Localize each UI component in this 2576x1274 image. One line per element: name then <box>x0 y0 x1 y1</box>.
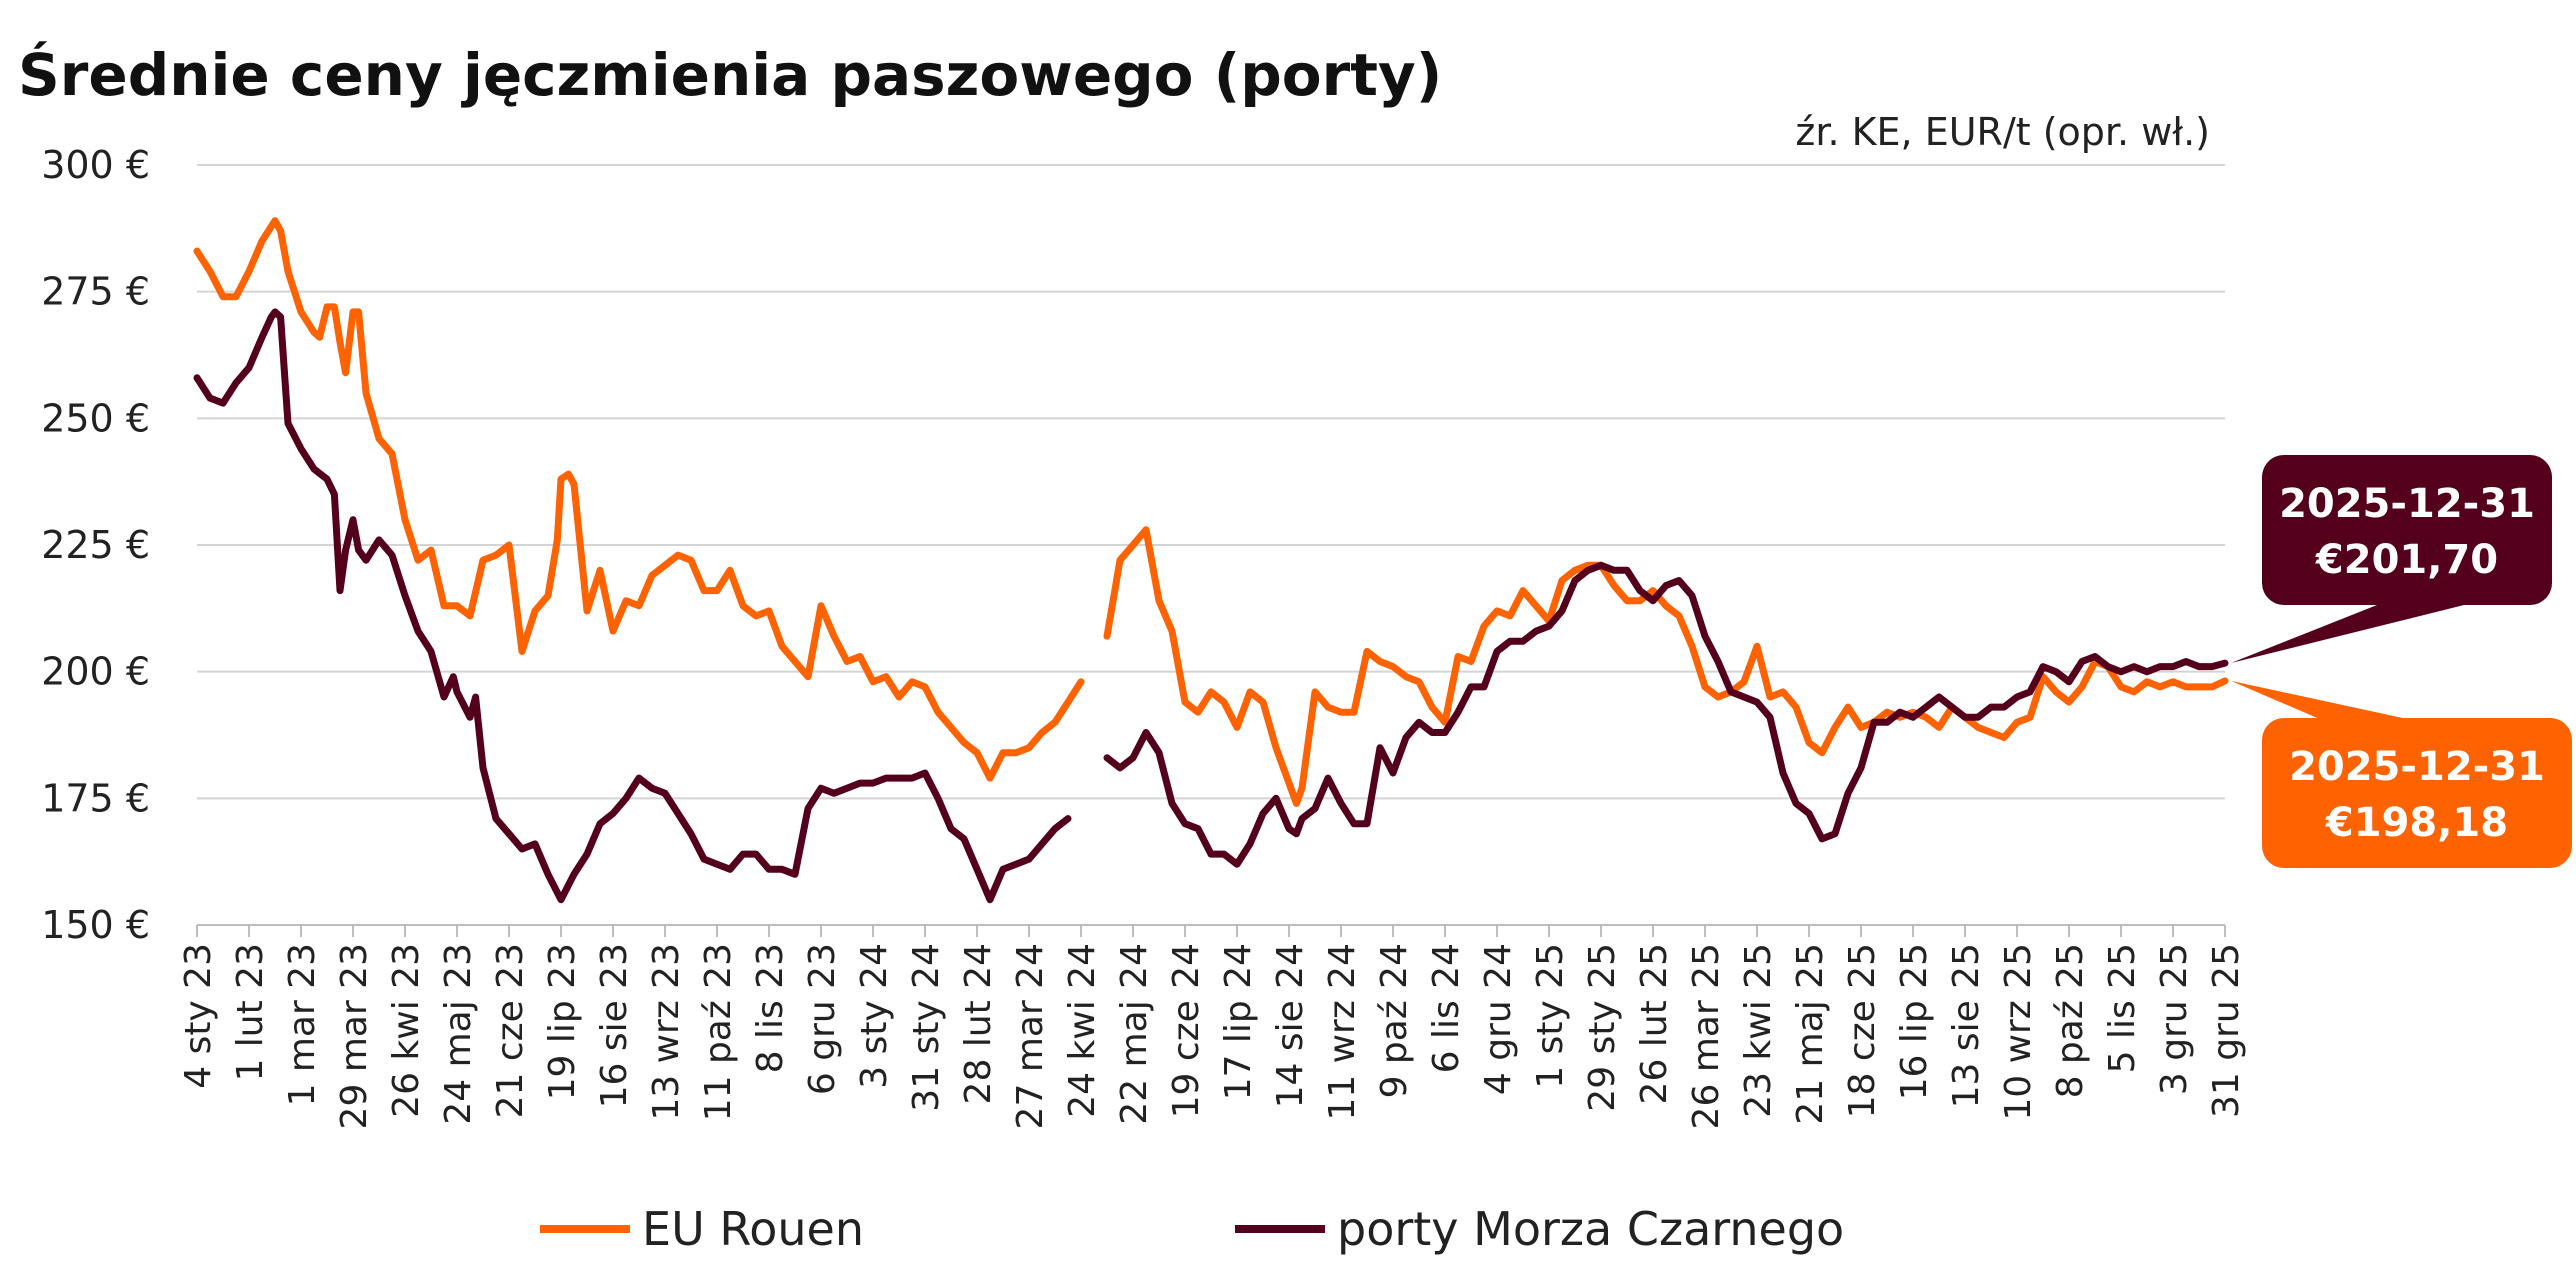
x-tick-label: 18 cze 25 <box>1842 943 1883 1118</box>
x-tick-label: 10 wrz 25 <box>1998 943 2039 1121</box>
callout-eu-rouen: 2025-12-31 €198,18 <box>2231 680 2572 868</box>
series-line-black-sea-ports <box>1103 561 2229 868</box>
callout-date: 2025-12-31 <box>2279 481 2535 527</box>
x-tick-label: 24 maj 23 <box>438 943 479 1125</box>
x-tick-label: 26 lut 25 <box>1634 943 1675 1104</box>
x-tick-label: 17 lip 24 <box>1218 943 1259 1100</box>
x-tick-label: 31 gru 25 <box>2206 943 2247 1118</box>
x-tick-label: 22 maj 24 <box>1114 943 1155 1125</box>
series-lines <box>193 217 2229 904</box>
x-tick-label: 24 kwi 24 <box>1062 943 1103 1118</box>
y-tick-label: 300 € <box>41 143 150 187</box>
x-tick-label: 27 mar 24 <box>1010 943 1051 1129</box>
x-tick-label: 4 sty 23 <box>178 943 219 1089</box>
y-tick-label: 225 € <box>41 523 150 567</box>
callouts: 2025-12-31 €201,70 2025-12-31 €198,18 <box>2231 455 2572 868</box>
x-tick-label: 13 wrz 23 <box>646 943 687 1121</box>
callout-box <box>2262 455 2552 605</box>
callout-pointer <box>2231 603 2472 664</box>
x-tick-label: 19 cze 24 <box>1166 943 1207 1118</box>
x-tick-label: 3 sty 24 <box>854 943 895 1089</box>
callout-box <box>2262 718 2572 868</box>
x-tick-label: 23 kwi 25 <box>1738 943 1779 1118</box>
x-tick-label: 31 sty 24 <box>906 943 947 1112</box>
legend-entry-eu-rouen: EU Rouen <box>540 1202 864 1256</box>
x-tick-label: 1 lut 23 <box>230 943 271 1082</box>
x-axis: 4 sty 23 1 lut 23 1 mar 23 29 mar 23 26 kwi … <box>178 924 2247 1129</box>
y-tick-label: 200 € <box>41 650 150 694</box>
x-tick-label: 1 sty 25 <box>1530 943 1571 1089</box>
legend-entry-black-sea-ports: porty Morza Czarnego <box>1235 1202 1844 1256</box>
legend-label: EU Rouen <box>642 1202 864 1256</box>
x-tick-label: 11 paź 23 <box>698 943 739 1121</box>
x-tick-label: 6 lis 24 <box>1426 943 1467 1073</box>
callout-pointer <box>2231 680 2412 720</box>
x-tick-label: 14 sie 24 <box>1270 943 1311 1108</box>
x-tick-label: 9 paź 24 <box>1374 943 1415 1098</box>
series-line-eu-rouen <box>1103 526 2229 807</box>
y-tick-label: 150 € <box>41 903 150 947</box>
x-tick-label: 26 mar 25 <box>1686 943 1727 1129</box>
chart-title: Średnie ceny jęczmienia paszowego (porty… <box>18 40 1442 109</box>
x-tick-label: 28 lut 24 <box>958 943 999 1104</box>
series-line-eu-rouen <box>193 217 1085 782</box>
x-tick-label: 8 paź 25 <box>2050 943 2091 1098</box>
x-tick-label: 26 kwi 23 <box>386 943 427 1118</box>
x-tick-label: 11 wrz 24 <box>1322 943 1363 1121</box>
callout-black-sea: 2025-12-31 €201,70 <box>2231 455 2552 664</box>
series-line-black-sea-ports <box>193 308 1072 904</box>
x-tick-label: 5 lis 25 <box>2102 943 2143 1073</box>
x-tick-label: 19 lip 23 <box>542 943 583 1100</box>
y-tick-label: 250 € <box>41 396 150 440</box>
legend: EU Rouen porty Morza Czarnego <box>540 1202 1844 1256</box>
x-tick-label: 13 sie 25 <box>1946 943 1987 1108</box>
x-tick-label: 8 lis 23 <box>750 943 791 1073</box>
y-axis-ticks: 150 € 175 € 200 € 225 € 250 € 275 € 300 € <box>41 143 150 947</box>
gridlines <box>197 164 2225 926</box>
x-tick-label: 3 gru 25 <box>2154 943 2195 1095</box>
callout-value: €198,18 <box>2325 800 2508 846</box>
x-tick-label: 4 gru 24 <box>1478 943 1519 1095</box>
y-tick-label: 175 € <box>41 776 150 820</box>
x-tick-label: 29 sty 25 <box>1582 943 1623 1112</box>
x-tick-label: 6 gru 23 <box>802 943 843 1095</box>
x-tick-label: 16 lip 25 <box>1894 943 1935 1100</box>
callout-date: 2025-12-31 <box>2289 744 2545 790</box>
x-tick-label: 21 cze 23 <box>490 943 531 1118</box>
legend-label: porty Morza Czarnego <box>1337 1202 1844 1256</box>
y-tick-label: 275 € <box>41 270 150 314</box>
chart-subtitle: źr. KE, EUR/t (opr. wł.) <box>1795 110 2210 154</box>
x-tick-label: 29 mar 23 <box>334 943 375 1129</box>
x-tick-label: 21 maj 25 <box>1790 943 1831 1125</box>
x-tick-label: 1 mar 23 <box>282 943 323 1107</box>
x-tick-label: 16 sie 23 <box>594 943 635 1108</box>
callout-value: €201,70 <box>2315 537 2498 583</box>
